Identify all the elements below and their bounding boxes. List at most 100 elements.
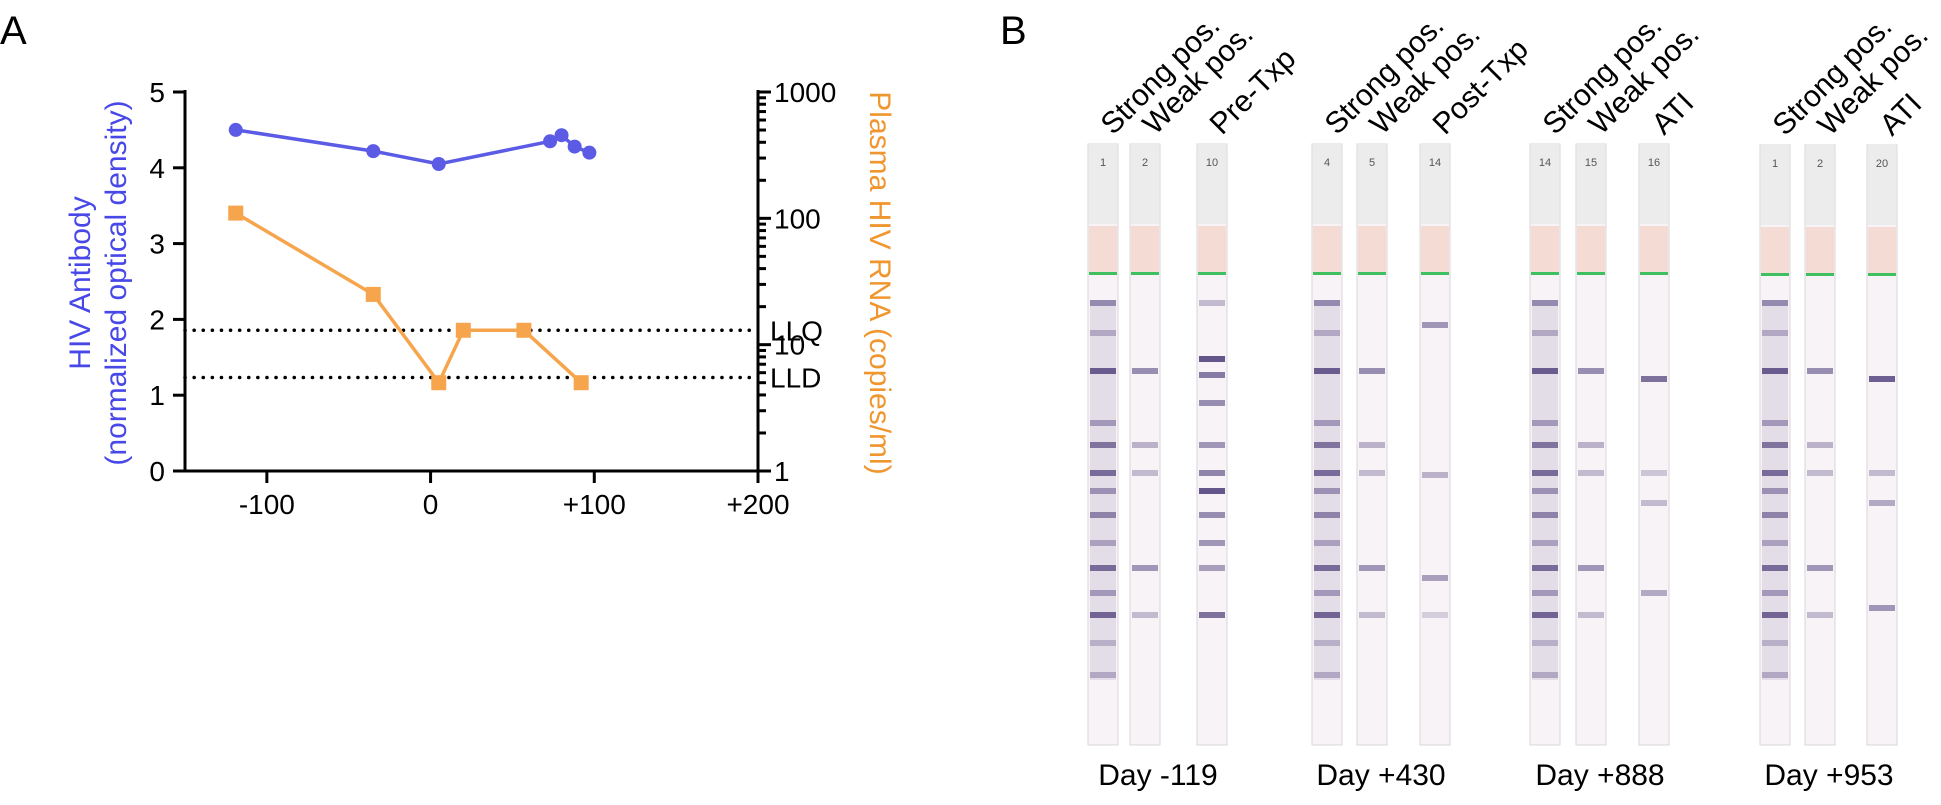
control-band [1313, 272, 1341, 275]
day-caption: Day -119 [1098, 759, 1218, 792]
antigen-band [1314, 612, 1340, 618]
control-band [1577, 272, 1605, 275]
strip-number: 14 [1539, 157, 1551, 169]
lane-smear [1532, 300, 1558, 680]
strip-number: 4 [1324, 157, 1330, 169]
antigen-band [1314, 488, 1340, 494]
antigen-band [1532, 442, 1558, 448]
antigen-band [1869, 470, 1895, 476]
strip-label: ATI [1874, 87, 1929, 142]
y-right-tick-label: 10 [774, 330, 805, 361]
strip-label-area [1421, 144, 1449, 224]
antigen-band [1532, 540, 1558, 546]
x-tick-label: -100 [239, 489, 295, 520]
antigen-band [1578, 442, 1604, 448]
antigen-band [1762, 368, 1788, 374]
control-band [1131, 272, 1159, 275]
antigen-band [1762, 330, 1788, 336]
antigen-band [1199, 612, 1225, 618]
y-axis-title-right: Plasma HIV RNA (copies/ml) [863, 91, 896, 474]
control-band [1089, 272, 1117, 275]
control-band [1198, 272, 1226, 275]
reference-line-label: LLQ [770, 315, 823, 346]
strip-label-area [1313, 144, 1341, 224]
antigen-band [1532, 590, 1558, 596]
control-band [1806, 273, 1834, 276]
data-point-rna [573, 375, 589, 391]
antigen-band [1532, 420, 1558, 426]
antigen-band [1532, 612, 1558, 618]
antigen-band [1199, 442, 1225, 448]
antigen-band [1199, 356, 1225, 362]
antigen-band [1359, 565, 1385, 571]
data-point-antibody [582, 145, 597, 160]
data-point-antibody [431, 157, 446, 172]
antigen-band [1578, 470, 1604, 476]
antigen-band [1132, 470, 1158, 476]
sample-pad [1640, 226, 1668, 272]
antigen-band [1359, 612, 1385, 618]
antigen-band [1532, 300, 1558, 306]
antigen-band [1532, 565, 1558, 571]
antigen-band [1762, 470, 1788, 476]
antigen-band [1422, 575, 1448, 581]
strip-number: 16 [1648, 157, 1660, 169]
antigen-band [1762, 420, 1788, 426]
strip-number: 1 [1772, 158, 1778, 170]
antigen-band [1314, 672, 1340, 678]
y-tick-label: 4 [149, 153, 165, 184]
strip-label-area [1640, 144, 1668, 224]
antigen-band [1641, 376, 1667, 382]
antigen-band [1090, 420, 1116, 426]
antigen-band [1090, 640, 1116, 646]
day-caption: Day +430 [1316, 759, 1445, 792]
data-point-rna [516, 322, 532, 338]
sample-pad [1421, 226, 1449, 272]
antigen-band [1641, 590, 1667, 596]
x-tick-label: 0 [423, 489, 439, 520]
antigen-band [1314, 300, 1340, 306]
antigen-band [1090, 488, 1116, 494]
antigen-band [1314, 640, 1340, 646]
x-tick-label: +200 [726, 489, 789, 520]
strip-number: 2 [1817, 158, 1823, 170]
antigen-band [1762, 590, 1788, 596]
antigen-band [1422, 612, 1448, 618]
antigen-band [1807, 612, 1833, 618]
antigen-band [1314, 368, 1340, 374]
strip-number: 15 [1585, 157, 1597, 169]
antigen-band [1762, 672, 1788, 678]
antigen-band [1314, 512, 1340, 518]
antigen-band [1359, 442, 1385, 448]
antigen-band [1422, 472, 1448, 478]
antigen-band [1578, 565, 1604, 571]
antigen-band [1132, 442, 1158, 448]
control-band [1640, 272, 1668, 275]
antigen-band [1199, 540, 1225, 546]
antigen-band [1314, 420, 1340, 426]
antigen-band [1132, 612, 1158, 618]
antigen-band [1532, 512, 1558, 518]
data-point-antibody [366, 144, 381, 159]
antigen-band [1532, 672, 1558, 678]
antigen-band [1762, 300, 1788, 306]
lane-smear [1314, 300, 1340, 680]
y-right-tick-label: 1000 [774, 77, 836, 108]
antigen-band [1641, 500, 1667, 506]
data-point-antibody [543, 134, 558, 149]
y-tick-label: 3 [149, 229, 165, 260]
series-line-left [235, 128, 591, 166]
sample-pad [1761, 227, 1789, 273]
antigen-band [1199, 512, 1225, 518]
sample-pad [1089, 226, 1117, 272]
data-point-rna [228, 205, 244, 221]
antigen-band [1762, 612, 1788, 618]
antigen-band [1359, 470, 1385, 476]
antigen-band [1762, 565, 1788, 571]
series-line-right [234, 211, 583, 387]
